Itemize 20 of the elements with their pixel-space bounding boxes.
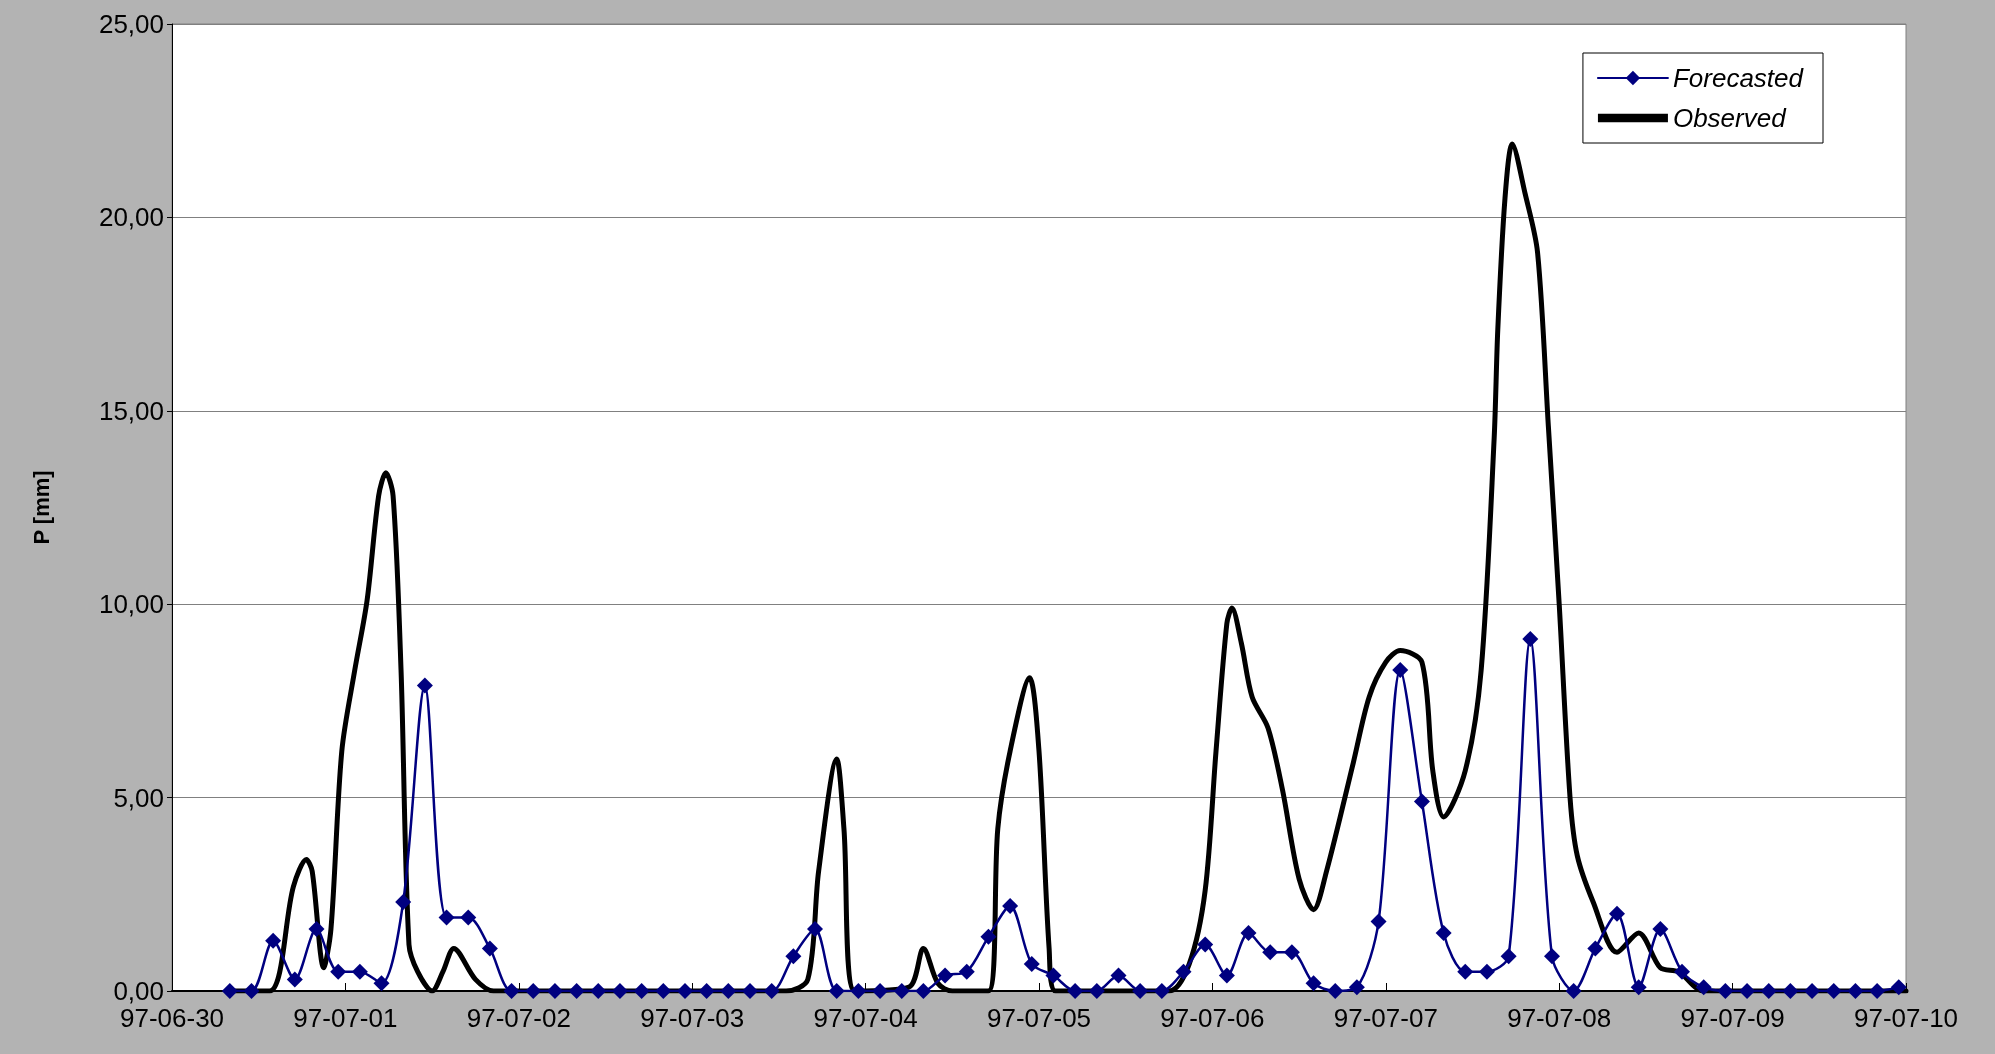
y-tick-label: 0,00 xyxy=(113,976,164,1006)
x-tick-label: 97-07-10 xyxy=(1853,1003,1959,1033)
y-axis-title: P [mm] xyxy=(28,470,54,545)
x-tick-label: 97-07-08 xyxy=(1507,1003,1612,1033)
x-tick-label: 97-07-02 xyxy=(466,1003,571,1033)
x-tick-label: 97-07-07 xyxy=(1333,1003,1438,1033)
x-tick-label: 97-07-06 xyxy=(1160,1003,1265,1033)
x-tick-label: 97-07-04 xyxy=(813,1003,918,1033)
y-tick-label: 15,00 xyxy=(98,395,164,426)
legend-label: Forecasted xyxy=(1672,63,1805,93)
y-tick-label: 20,00 xyxy=(98,202,164,233)
x-tick-label: 97-07-05 xyxy=(986,1003,1092,1033)
x-tick-label: 97-07-03 xyxy=(640,1003,745,1033)
y-tick-label: 5,00 xyxy=(113,782,164,813)
x-tick-label: 97-07-09 xyxy=(1680,1003,1785,1033)
y-tick-label: 10,00 xyxy=(98,589,164,620)
x-tick-label: 97-07-01 xyxy=(293,1003,398,1033)
x-tick-label: 97-06-30 xyxy=(119,1003,225,1033)
legend-label: Observed xyxy=(1672,103,1788,133)
y-tick-label: 25,00 xyxy=(98,9,164,39)
